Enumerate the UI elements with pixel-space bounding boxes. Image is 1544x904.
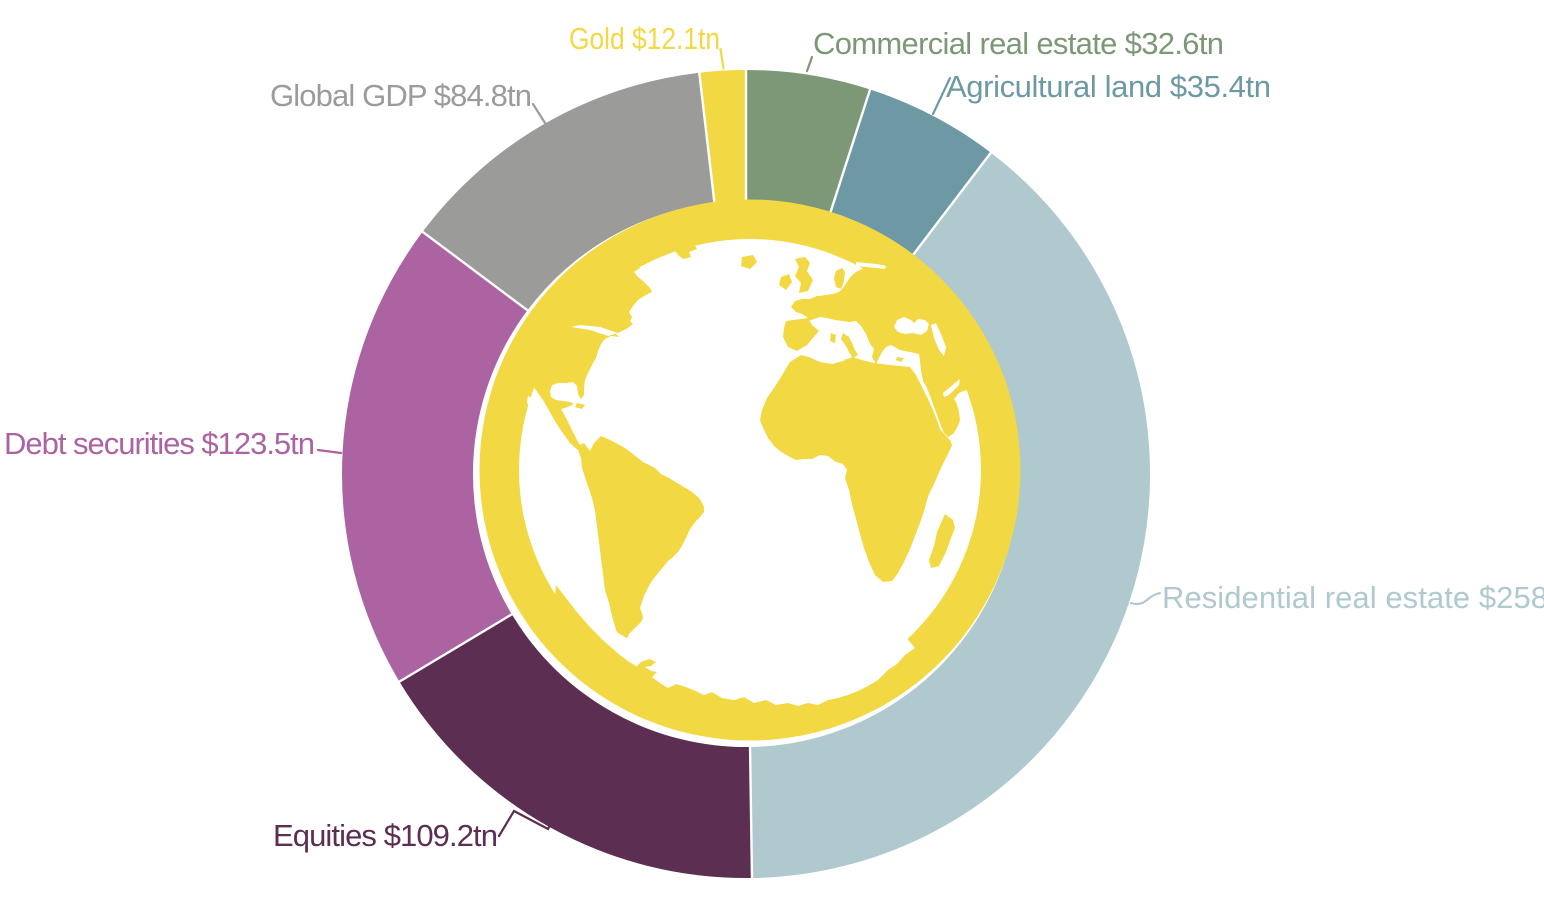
svg-text:Global GDP $84.8tn: Global GDP $84.8tn <box>270 78 532 113</box>
svg-text:Debt securities $123.5tn: Debt securities $123.5tn <box>4 426 315 461</box>
svg-text:Gold $12.1tn: Gold $12.1tn <box>569 21 720 56</box>
svg-text:Commercial real estate $32.6tn: Commercial real estate $32.6tn <box>813 26 1224 61</box>
svg-text:Residential real estate $258.5: Residential real estate $258.5tn <box>1162 580 1544 615</box>
svg-text:Agricultural land $35.4tn: Agricultural land $35.4tn <box>946 69 1271 104</box>
svg-text:Equities $109.2tn: Equities $109.2tn <box>273 818 498 853</box>
